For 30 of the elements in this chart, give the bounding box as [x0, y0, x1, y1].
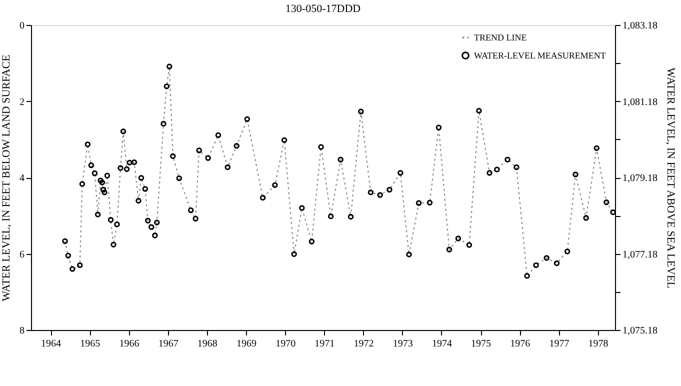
x-tick-label: 1976 [510, 338, 530, 350]
chart-title: 130-050-17DDD [285, 3, 361, 15]
y2-tick-label: 1,081.18 [622, 96, 658, 108]
x-tick-label: 1968 [197, 338, 218, 350]
x-tick-label: 1966 [119, 338, 140, 350]
x-tick-label: 1971 [314, 338, 335, 350]
x-tick-label: 1964 [41, 338, 62, 350]
x-tick-label: 1975 [471, 338, 492, 350]
x-tick-label: 1970 [276, 338, 296, 350]
x-tick-label: 1969 [236, 338, 256, 350]
legend-label: WATER-LEVEL MEASUREMENT [474, 50, 606, 60]
x-tick-label: 1974 [432, 338, 452, 350]
y-tick-label: 6 [20, 249, 24, 260]
x-tick-label: 1967 [158, 338, 178, 350]
x-tick-label: 1973 [392, 338, 413, 350]
y2-tick-label: 1,077.18 [622, 249, 658, 260]
y-tick-label: 4 [20, 173, 24, 184]
y2-tick-label: 1,075.18 [622, 326, 658, 336]
y-tick-label: 2 [20, 96, 24, 108]
legend-label: TREND LINE [474, 32, 528, 42]
y2-tick-label: 1,079.18 [622, 173, 658, 184]
x-tick-label: 1965 [80, 338, 100, 350]
y-axis-title: WATER LEVEL, IN FEET BELOW LAND SURFACE [0, 54, 12, 302]
x-tick-label: 1972 [354, 338, 374, 350]
y2-tick-label: 1,083.18 [622, 20, 658, 32]
x-tick-label: 1978 [588, 338, 608, 350]
y2-axis-title: WATER LEVEL, IN FEET ABOVE SEA LEVEL [664, 68, 676, 289]
y-tick-label: 8 [20, 326, 24, 336]
x-tick-label: 1977 [549, 338, 570, 350]
y-tick-label: 0 [20, 20, 24, 32]
